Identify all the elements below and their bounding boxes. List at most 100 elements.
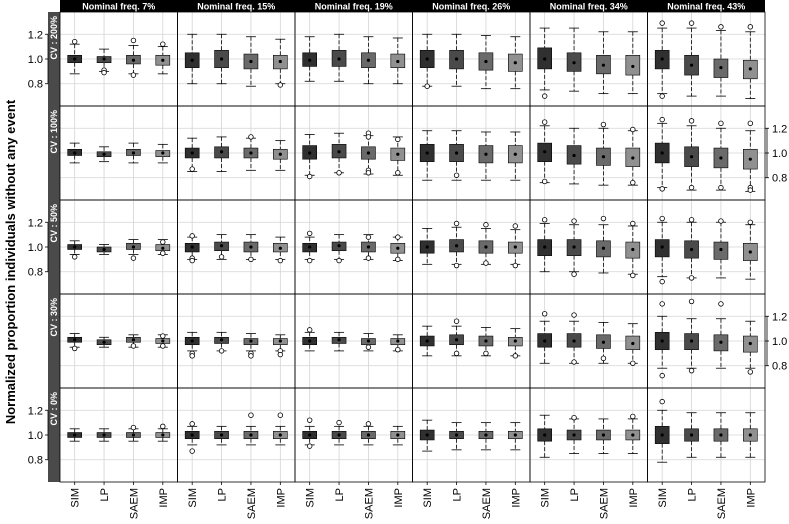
outlier-point xyxy=(71,254,78,260)
median-dot xyxy=(484,433,488,437)
y-tick-label: 1.2 xyxy=(28,405,43,417)
outlier-point xyxy=(365,421,372,427)
outlier-point xyxy=(659,215,665,222)
outlier-point xyxy=(101,69,107,76)
y-tick-label: 0.8 xyxy=(28,79,43,91)
outlier-point xyxy=(248,353,254,359)
outlier-point xyxy=(630,413,636,420)
median-dot xyxy=(748,433,752,437)
median-dot xyxy=(484,59,488,64)
median-dot xyxy=(425,57,429,61)
median-dot xyxy=(601,246,606,250)
outlier-point xyxy=(189,421,195,427)
median-dot xyxy=(543,339,547,343)
median-dot xyxy=(219,150,224,154)
column-header-strip xyxy=(60,0,178,12)
median-dot xyxy=(660,245,664,249)
x-tick-label: IMP xyxy=(628,488,640,508)
x-tick-label: SIM xyxy=(305,488,317,508)
column-header-strip xyxy=(412,0,530,12)
median-dot xyxy=(631,341,635,346)
median-dot xyxy=(308,151,312,155)
median-dot xyxy=(102,247,106,252)
outlier-point xyxy=(306,327,313,333)
y-tick-label: 0.8 xyxy=(772,361,787,373)
median-dot xyxy=(249,151,253,155)
median-dot xyxy=(513,152,517,156)
outlier-point xyxy=(160,250,166,256)
median-dot xyxy=(454,244,459,248)
median-dot xyxy=(660,433,664,437)
outlier-point xyxy=(747,187,754,193)
x-tick-label: SIM xyxy=(657,488,669,508)
median-dot xyxy=(513,61,517,65)
outlier-point xyxy=(277,82,284,88)
median-dot xyxy=(425,339,429,343)
median-dot xyxy=(278,246,282,250)
median-dot xyxy=(249,433,253,437)
median-dot xyxy=(308,433,312,437)
x-tick-label: LP xyxy=(569,488,581,501)
y-tick-label: 1.2 xyxy=(28,29,43,41)
outlier-point xyxy=(747,369,754,375)
y-axis-label: Normalized proportion individuals withou… xyxy=(3,99,18,424)
median-dot xyxy=(601,155,606,159)
x-tick-label: SAEM xyxy=(363,488,375,519)
median-dot xyxy=(337,338,341,342)
median-dot xyxy=(601,433,606,437)
x-tick-label: LP xyxy=(687,488,699,501)
median-dot xyxy=(572,339,576,343)
column-header-label: Nominal freq. 26% xyxy=(432,2,510,12)
outlier-point xyxy=(395,234,401,240)
median-dot xyxy=(513,433,517,437)
column-header-strip xyxy=(530,0,648,12)
outlier-point xyxy=(277,257,284,264)
outlier-point xyxy=(718,24,724,30)
median-dot xyxy=(396,59,400,64)
outlier-point xyxy=(688,367,695,374)
x-tick-label: IMP xyxy=(510,488,522,508)
outlier-point xyxy=(659,186,665,192)
outlier-point xyxy=(571,271,577,277)
median-dot xyxy=(601,340,606,344)
median-dot xyxy=(689,155,694,159)
outlier-point xyxy=(130,255,137,261)
y-tick-label: 1.2 xyxy=(772,123,787,135)
outlier-point xyxy=(512,353,519,359)
outlier-point xyxy=(571,414,577,421)
median-dot xyxy=(396,152,400,156)
row-strip xyxy=(48,106,60,200)
median-dot xyxy=(454,338,459,342)
outlier-point xyxy=(747,24,754,30)
median-dot xyxy=(131,151,136,155)
median-dot xyxy=(131,58,136,62)
x-tick-label: SIM xyxy=(187,488,199,508)
median-dot xyxy=(73,151,77,155)
median-dot xyxy=(425,151,429,155)
median-dot xyxy=(337,244,341,248)
outlier-point xyxy=(336,257,342,264)
median-dot xyxy=(308,339,312,343)
outlier-point xyxy=(189,353,195,359)
median-dot xyxy=(631,156,635,160)
median-dot xyxy=(190,339,194,343)
x-tick-label: SIM xyxy=(70,488,82,508)
median-dot xyxy=(425,433,429,437)
outlier-point xyxy=(688,118,695,124)
median-dot xyxy=(513,339,517,343)
outlier-point xyxy=(718,184,724,191)
outlier-point xyxy=(512,223,519,229)
median-dot xyxy=(748,157,752,161)
x-tick-label: LP xyxy=(217,488,229,501)
outlier-point xyxy=(365,134,372,140)
outlier-point xyxy=(395,346,401,353)
median-dot xyxy=(366,151,371,155)
x-tick-label: LP xyxy=(334,488,346,501)
median-dot xyxy=(278,152,282,156)
outlier-point xyxy=(248,134,254,140)
outlier-point xyxy=(336,419,342,426)
median-dot xyxy=(337,57,341,61)
median-dot xyxy=(366,433,371,437)
outlier-point xyxy=(130,37,137,44)
